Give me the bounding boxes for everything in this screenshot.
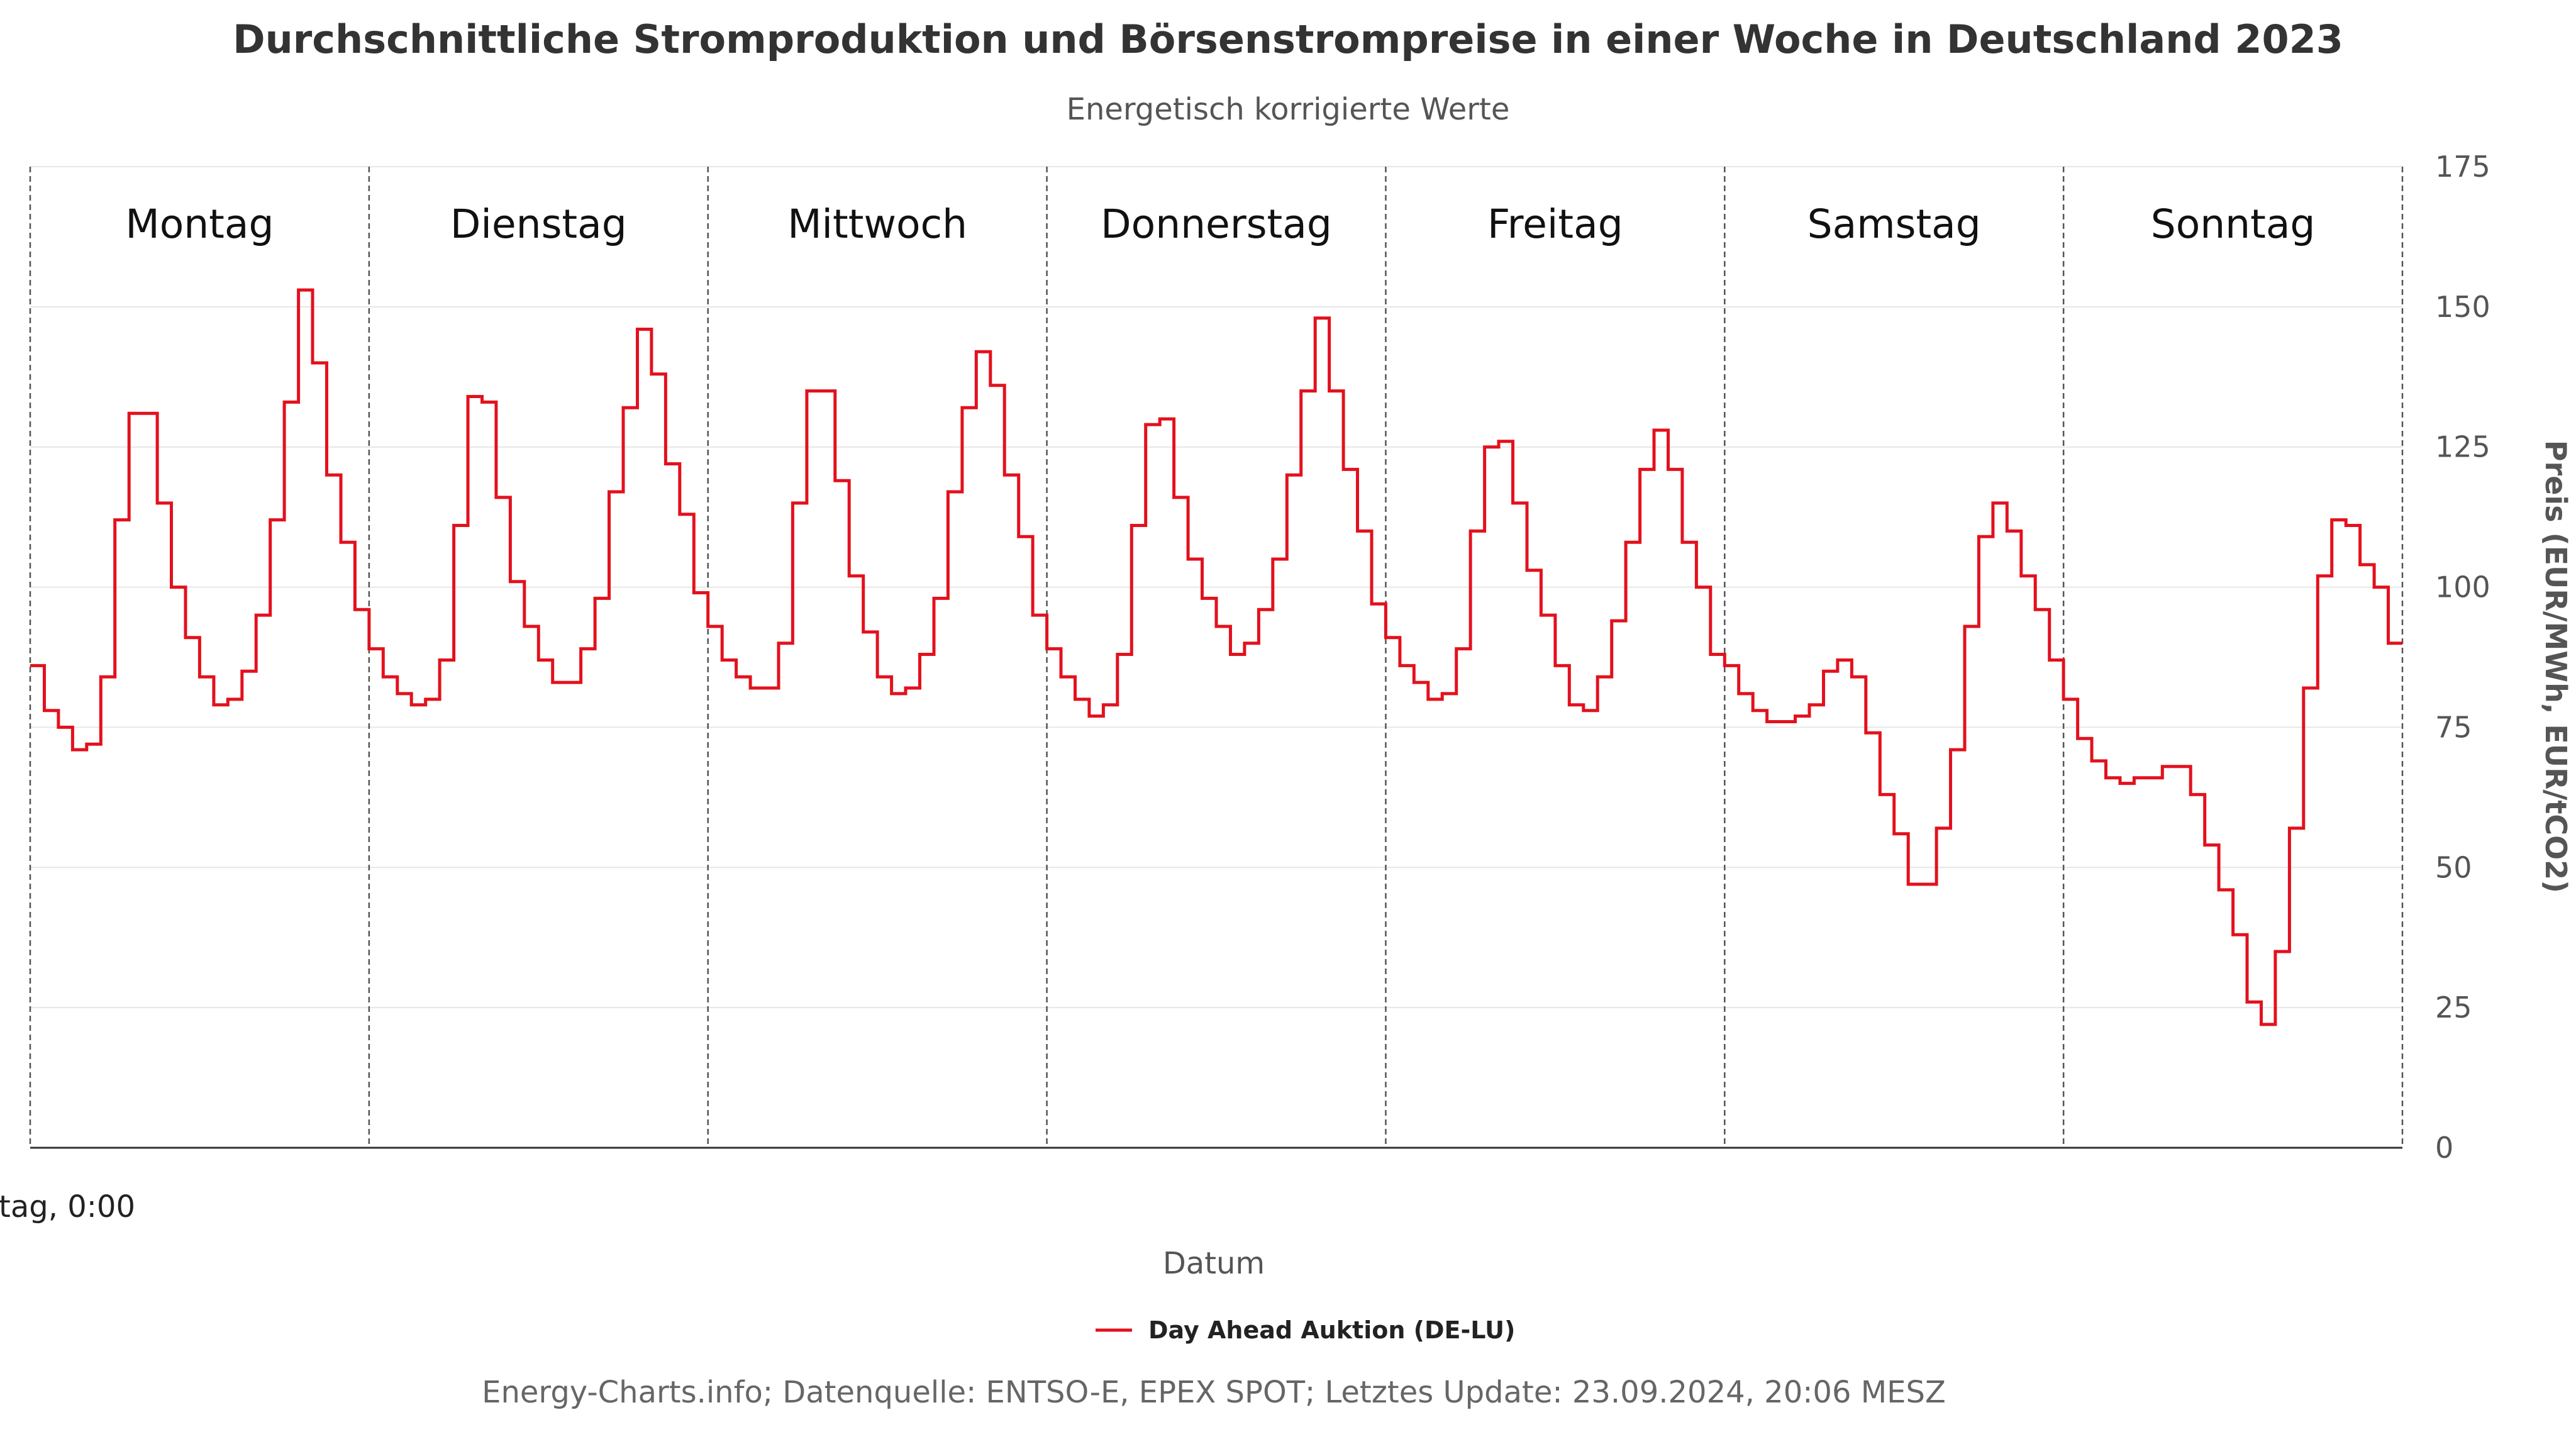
y-tick-label: 150	[2435, 290, 2490, 324]
y-tick-label: 75	[2435, 710, 2472, 744]
y-tick-label: 175	[2435, 150, 2490, 184]
chart-subtitle: Energetisch korrigierte Werte	[1067, 92, 1510, 127]
y-tick-label: 100	[2435, 570, 2490, 604]
y-tick-label: 25	[2435, 991, 2472, 1024]
day-label-samstag: Samstag	[1807, 201, 1981, 247]
chart-title: Durchschnittliche Stromproduktion und Bö…	[233, 16, 2343, 62]
day-labels: Montag Dienstag Mittwoch Donnerstag Freitag S…	[125, 201, 2315, 247]
day-separators	[29, 167, 2404, 1148]
y-tick-labels: 0 25 50 75 100 125 150 175	[2435, 150, 2490, 1165]
series-day-ahead-line[interactable]	[30, 288, 2402, 1026]
x-tick-label-first: tag, 0:00	[0, 1189, 135, 1224]
day-label-freitag: Freitag	[1487, 201, 1623, 247]
day-label-sonntag: Sonntag	[2151, 201, 2316, 247]
x-axis-title: Datum	[1163, 1246, 1265, 1281]
legend-label: Day Ahead Auktion (DE-LU)	[1148, 1316, 1515, 1344]
legend[interactable]: Day Ahead Auktion (DE-LU)	[1096, 1316, 1515, 1344]
day-label-mittwoch: Mittwoch	[787, 201, 967, 247]
credits: Energy-Charts.info; Datenquelle: ENTSO-E…	[482, 1375, 1946, 1410]
gridlines	[30, 166, 2402, 1009]
day-label-montag: Montag	[125, 201, 274, 247]
day-label-donnerstag: Donnerstag	[1101, 201, 1332, 247]
y-tick-label: 0	[2435, 1131, 2453, 1165]
y-tick-label: 50	[2435, 850, 2472, 884]
y-axis-title: Preis (EUR/MWh, EUR/tCO2)	[2539, 440, 2573, 893]
y-tick-label: 125	[2435, 430, 2490, 464]
day-label-dienstag: Dienstag	[450, 201, 627, 247]
